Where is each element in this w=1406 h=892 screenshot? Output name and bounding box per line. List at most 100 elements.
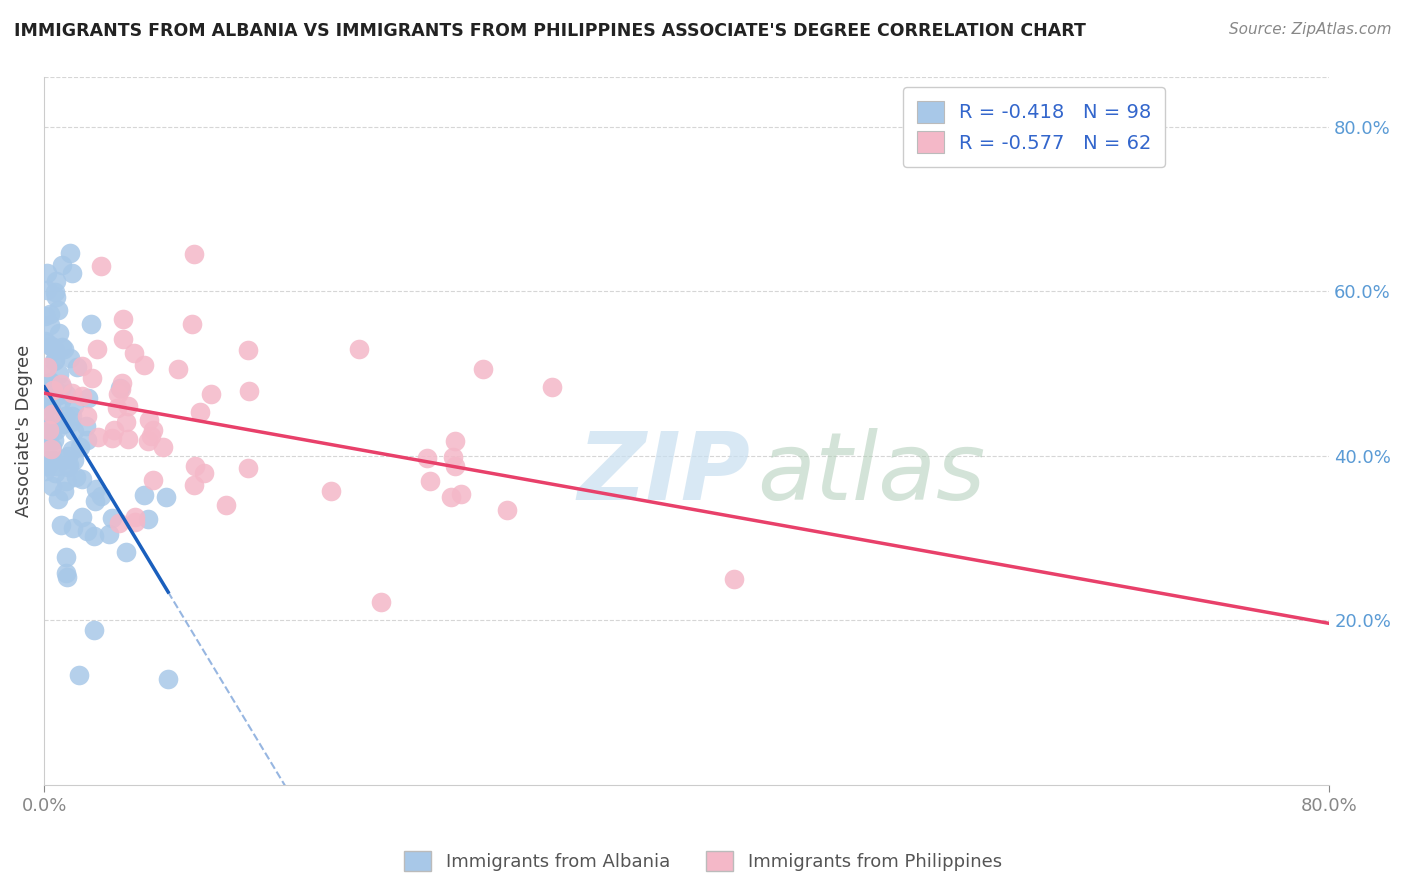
Point	[37, 433, 59, 447]
Point	[42, 384, 65, 398]
Point	[139, 429, 162, 443]
Point	[42, 453, 65, 467]
Point	[37, 283, 59, 297]
Point	[35, 267, 58, 281]
Point	[56, 460, 79, 475]
Point	[51, 258, 73, 272]
Point	[51, 518, 73, 533]
Point	[34, 368, 56, 382]
Y-axis label: Associate's Degree: Associate's Degree	[15, 345, 32, 517]
Point	[67, 668, 90, 682]
Point	[56, 570, 79, 584]
Point	[44, 466, 66, 480]
Point	[59, 415, 82, 429]
Point	[55, 549, 77, 564]
Point	[112, 312, 135, 326]
Point	[72, 472, 94, 486]
Point	[183, 247, 205, 261]
Point	[39, 375, 62, 389]
Point	[157, 672, 180, 686]
Point	[188, 405, 211, 419]
Point	[41, 339, 63, 353]
Point	[51, 380, 73, 394]
Point	[155, 490, 177, 504]
Point	[111, 376, 134, 391]
Point	[105, 401, 128, 415]
Point	[45, 290, 67, 304]
Point	[60, 385, 83, 400]
Point	[38, 423, 60, 437]
Point	[444, 458, 467, 473]
Point	[215, 499, 238, 513]
Point	[44, 285, 66, 300]
Point	[37, 376, 59, 390]
Point	[38, 318, 60, 332]
Legend: R = -0.418   N = 98, R = -0.577   N = 62: R = -0.418 N = 98, R = -0.577 N = 62	[903, 87, 1166, 167]
Point	[124, 510, 146, 524]
Point	[349, 342, 371, 356]
Point	[37, 393, 59, 408]
Point	[65, 470, 87, 484]
Point	[86, 342, 108, 356]
Point	[39, 308, 62, 322]
Point	[110, 382, 132, 396]
Point	[112, 333, 135, 347]
Point	[321, 483, 343, 498]
Point	[138, 413, 160, 427]
Point	[136, 511, 159, 525]
Point	[53, 483, 76, 498]
Point	[35, 419, 58, 434]
Point	[45, 274, 67, 288]
Point	[76, 524, 98, 539]
Point	[238, 384, 260, 398]
Point	[58, 458, 80, 472]
Point	[471, 361, 494, 376]
Point	[41, 408, 63, 422]
Point	[44, 409, 66, 423]
Point	[183, 478, 205, 492]
Point	[42, 353, 65, 368]
Point	[152, 440, 174, 454]
Point	[103, 424, 125, 438]
Point	[56, 450, 79, 464]
Point	[45, 458, 67, 473]
Point	[83, 529, 105, 543]
Point	[62, 453, 84, 467]
Point	[110, 381, 132, 395]
Point	[59, 351, 82, 365]
Point	[62, 424, 84, 438]
Point	[34, 464, 56, 478]
Point	[44, 343, 66, 357]
Point	[117, 432, 139, 446]
Point	[34, 453, 56, 467]
Point	[48, 326, 70, 341]
Point	[69, 440, 91, 454]
Point	[55, 566, 77, 581]
Point	[87, 430, 110, 444]
Point	[41, 479, 63, 493]
Point	[100, 431, 122, 445]
Point	[440, 490, 463, 504]
Point	[44, 434, 66, 448]
Point	[193, 466, 215, 480]
Point	[90, 489, 112, 503]
Point	[495, 503, 517, 517]
Point	[83, 623, 105, 637]
Point	[124, 515, 146, 529]
Point	[55, 474, 77, 488]
Point	[44, 353, 66, 368]
Point	[76, 433, 98, 447]
Point	[45, 423, 67, 437]
Point	[76, 409, 98, 423]
Point	[60, 442, 83, 457]
Legend: Immigrants from Albania, Immigrants from Philippines: Immigrants from Albania, Immigrants from…	[396, 844, 1010, 879]
Point	[41, 441, 63, 455]
Text: IMMIGRANTS FROM ALBANIA VS IMMIGRANTS FROM PHILIPPINES ASSOCIATE'S DEGREE CORREL: IMMIGRANTS FROM ALBANIA VS IMMIGRANTS FR…	[14, 22, 1085, 40]
Point	[49, 394, 72, 409]
Point	[90, 259, 112, 273]
Point	[51, 341, 73, 355]
Point	[53, 452, 76, 467]
Point	[48, 367, 70, 381]
Point	[38, 428, 60, 442]
Point	[77, 392, 100, 406]
